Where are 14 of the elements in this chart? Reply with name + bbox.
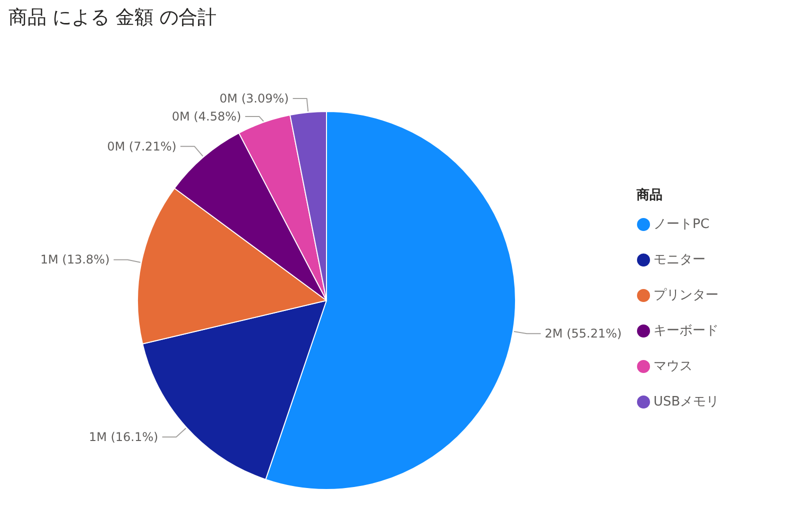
legend-label: プリンター bbox=[654, 288, 718, 303]
data-label: 0M (4.58%) bbox=[172, 109, 242, 124]
data-label: 0M (7.21%) bbox=[107, 139, 176, 154]
data-label: 0M (3.09%) bbox=[220, 91, 289, 106]
legend-label: USBメモリ bbox=[654, 394, 720, 410]
data-label: 2M (55.21%) bbox=[544, 326, 622, 341]
legend-title: 商品 bbox=[636, 187, 662, 203]
legend-label: モニター bbox=[654, 252, 706, 268]
data-label: 1M (13.8%) bbox=[40, 252, 110, 267]
data-label: 1M (16.1%) bbox=[88, 430, 158, 444]
chart-title: 商品 による 金額 の合計 bbox=[8, 6, 217, 28]
legend-label: キーボード bbox=[654, 324, 718, 338]
legend-label: ノートPC bbox=[654, 217, 710, 232]
legend-label: マウス bbox=[654, 359, 692, 374]
